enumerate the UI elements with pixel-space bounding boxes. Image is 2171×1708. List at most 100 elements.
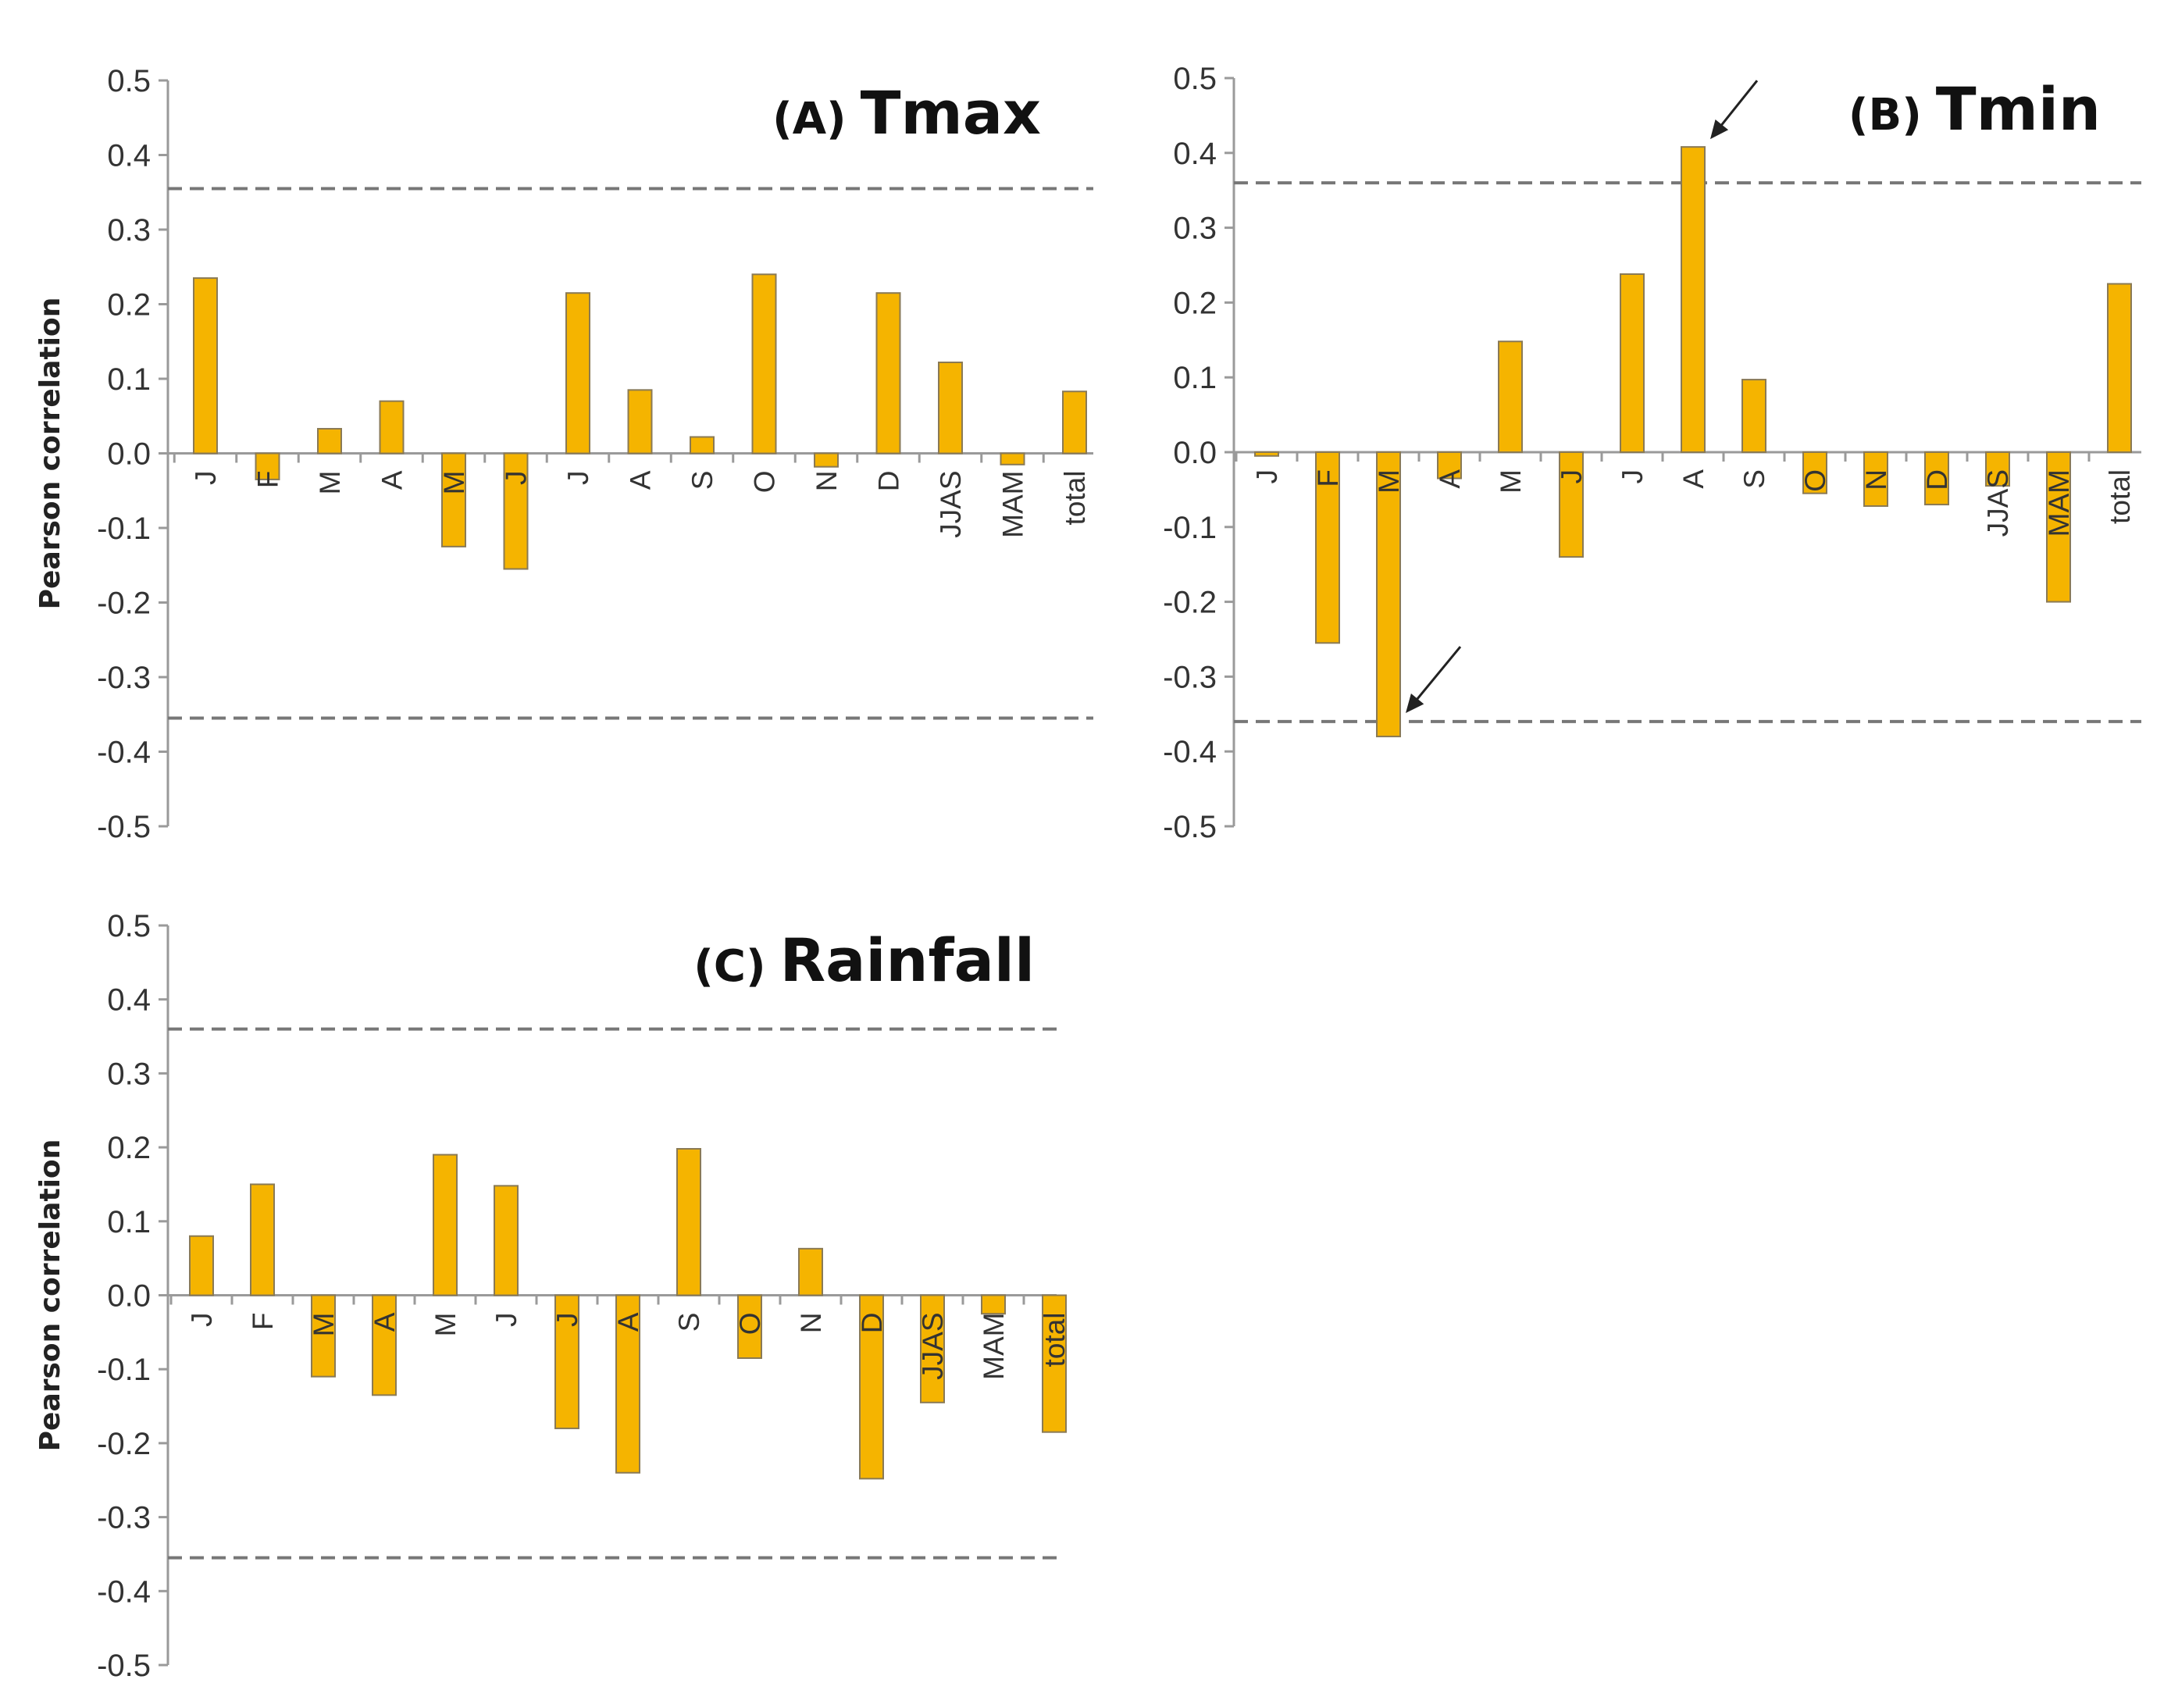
panel-b-y-tick-label: -0.3 <box>1163 660 1217 694</box>
panel-a-y-tick-label: 0.3 <box>107 213 151 248</box>
panel-b-y-tick-label: -0.4 <box>1163 735 1217 769</box>
panel-b-x-tick-label: JJAS <box>1982 469 2014 537</box>
panel-b-x-tick-label: A <box>1434 469 1466 489</box>
panel-a-y-tick-label: -0.1 <box>97 512 151 546</box>
panel-c-x-tick-label: M <box>308 1313 340 1337</box>
panel-c-y-tick-label: -0.3 <box>97 1501 151 1535</box>
panel-a-y-tick-label: -0.3 <box>97 661 151 695</box>
panel-b-y-tick-label: 0.4 <box>1173 137 1217 171</box>
panel-b-bar <box>2046 451 2071 603</box>
panel-a-bar <box>441 452 466 547</box>
panel-a-bar <box>1062 390 1087 455</box>
panel-a-bar <box>938 361 963 455</box>
panel-a-x-tick-label: A <box>376 470 408 490</box>
panel-a-title: (A) Tmax <box>772 78 1041 148</box>
panel-c-bar <box>189 1235 214 1296</box>
panel-b-x-tick-label: S <box>1738 469 1770 489</box>
panel-c-bar <box>615 1294 640 1474</box>
panel-b-y-tick-label: 0.0 <box>1173 436 1217 470</box>
panel-c-title: (C) Rainfall <box>693 925 1035 995</box>
panel-c-bar <box>676 1147 701 1296</box>
panel-c-bar <box>737 1294 762 1359</box>
panel-a-x-tick-label: M <box>314 471 346 495</box>
panel-b-x-tick-label: N <box>1860 469 1892 490</box>
panel-a-x-tick-label: A <box>625 470 657 490</box>
panel-c-panel-label: (C) <box>693 941 765 992</box>
panel-b-bar <box>1924 451 1949 506</box>
panel-c-x-tick-label: J <box>186 1313 218 1328</box>
panel-b-bar <box>1437 451 1462 480</box>
panel-c-y-axis-label: Pearson correlation <box>34 1139 66 1452</box>
panel-a-bar <box>193 277 218 455</box>
panel-b-panel-label: (B) <box>1848 90 1922 141</box>
panel-b-y-tick-label: 0.5 <box>1173 62 1217 96</box>
panel-b-x-tick-label: M <box>1495 469 1527 494</box>
panel-a-y-tick-label: 0.4 <box>107 139 151 173</box>
panel-b-bar <box>1985 451 2010 487</box>
panel-b-y-tick-label: 0.1 <box>1173 361 1217 395</box>
panel-a-x-tick-label: J <box>562 471 594 486</box>
panel-b-x-tick-label: J <box>1251 469 1283 484</box>
panel-c-bar <box>798 1247 823 1296</box>
panel-a-bar <box>751 273 777 455</box>
panel-c-y-tick-label: 0.4 <box>107 983 151 1018</box>
panel-a-bar <box>627 389 653 455</box>
panel-b-y-tick-label: -0.5 <box>1163 810 1217 844</box>
panel-b-y-tick-label: 0.2 <box>1173 286 1217 320</box>
panel-c-y-tick-label: 0.1 <box>107 1205 151 1239</box>
panel-b-bar <box>1802 451 1827 494</box>
panel-a-bar <box>317 427 342 455</box>
panel-b-x-tick-label: A <box>1677 469 1709 489</box>
panel-c-x-tick-label: A <box>369 1312 401 1332</box>
panel-b-y-tick-label: 0.3 <box>1173 212 1217 246</box>
panel-c-x-tick-label: J <box>490 1313 522 1328</box>
panel-b-x-tick-label: F <box>1312 469 1344 487</box>
panel-c-bar <box>920 1294 945 1403</box>
panel-a-bar <box>690 436 715 455</box>
panel-b-bar <box>1559 451 1584 558</box>
panel-a-y-tick-label: 0.0 <box>107 437 151 472</box>
panel-c-x-tick-label: J <box>551 1313 583 1328</box>
panel-c-rainfall-chart: 0.5 0.4 0.3 0.2 0.1 0.0 -0.1 -0.2 -0.3 -0.4 -0.5 J F… <box>34 909 1071 1683</box>
panel-c-bar <box>372 1294 397 1396</box>
panel-c-y-tick-label: -0.5 <box>97 1649 151 1683</box>
panel-b-x-tick-label: MAM <box>2043 469 2075 537</box>
panel-a-bar <box>814 452 839 468</box>
panel-c-bar <box>250 1183 275 1296</box>
panel-a-x-tick-label: J <box>190 471 222 486</box>
panel-a-x-tick-label: O <box>749 471 781 494</box>
panel-a-y-tick-label: -0.4 <box>97 736 151 770</box>
panel-a-title-text: Tmax <box>861 78 1041 148</box>
panel-a-y-tick-label: 0.2 <box>107 288 151 323</box>
panel-b-bar <box>1681 146 1706 454</box>
panel-b-y-tick-label: -0.2 <box>1163 586 1217 620</box>
panel-a-x-tick-label: F <box>252 471 284 489</box>
panel-c-x-tick-label: JJAS <box>917 1313 949 1380</box>
panel-a-x-tick-label: total <box>1059 471 1091 526</box>
panel-b-x-tick-label: total <box>2104 469 2136 524</box>
panel-b-title: (B) Tmin <box>1848 74 2101 144</box>
panel-c-x-tick-label: M <box>430 1313 462 1337</box>
panel-c-x-tick-label: N <box>795 1313 827 1334</box>
panel-a-x-tick-label: N <box>811 471 843 492</box>
panel-c-y-tick-label: 0.2 <box>107 1131 151 1165</box>
panel-c-x-tick-label: total <box>1039 1313 1071 1367</box>
panel-a-y-tick-label: 0.1 <box>107 362 151 397</box>
panel-c-bar <box>494 1185 519 1296</box>
panel-b-arrow-head <box>1710 119 1729 140</box>
panel-c-x-tick-label: S <box>673 1313 705 1332</box>
panel-c-x-tick-label: F <box>247 1313 279 1331</box>
panel-a-bar <box>503 452 529 570</box>
panel-a-bar <box>1000 452 1025 465</box>
panel-c-bar <box>859 1294 884 1480</box>
panel-a-x-tick-label: S <box>686 471 718 490</box>
panel-c-y-tick-label: -0.4 <box>97 1574 151 1609</box>
panel-b-bar <box>1376 451 1401 738</box>
panel-b-arrow-shaft <box>1408 646 1462 709</box>
panel-b-x-tick-label: D <box>1921 469 1953 490</box>
panel-b-y-tick-label: -0.1 <box>1163 511 1217 545</box>
panel-c-x-tick-label: D <box>856 1313 888 1334</box>
panel-a-bar <box>379 400 405 455</box>
panel-b-bar <box>2107 283 2132 454</box>
